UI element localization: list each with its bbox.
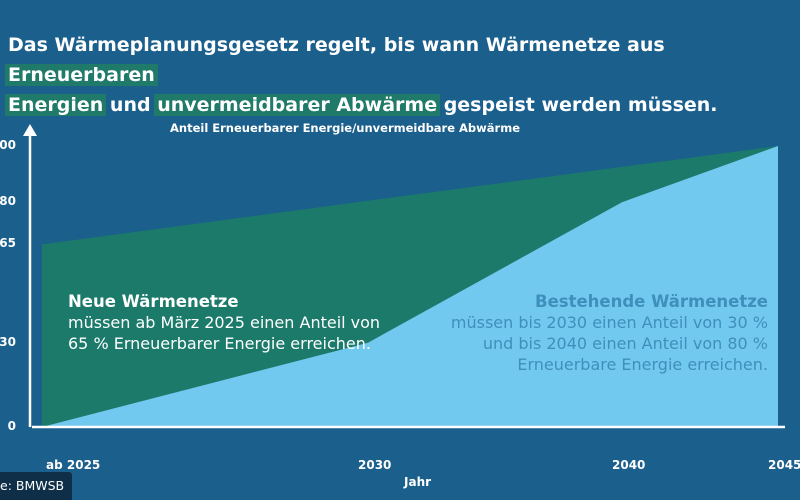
annotation-new-body: müssen ab März 2025 einen Anteil von 65 … bbox=[68, 313, 381, 353]
x-tick-label: 2030 bbox=[358, 458, 392, 472]
y-tick-label: 0 bbox=[7, 419, 16, 433]
headline-highlight-waste-heat: unvermeidbarer Abwärme bbox=[154, 94, 441, 116]
annotation-existing-networks: Bestehende Wärmenetze müssen bis 2030 ei… bbox=[430, 291, 768, 375]
headline-part-2: und bbox=[103, 94, 158, 116]
headline-part-3: gespeist werden müssen. bbox=[437, 94, 718, 116]
annotation-existing-title: Bestehende Wärmenetze bbox=[535, 292, 768, 311]
headline: Das Wärmeplanungsgesetz regelt, bis wann… bbox=[5, 30, 798, 120]
chart-title: Anteil Erneuerbarer Energie/unvermeidbar… bbox=[170, 121, 521, 135]
headline-highlight-renewables: Erneuerbaren bbox=[5, 64, 158, 86]
x-axis-title: Jahr bbox=[404, 475, 432, 489]
area-series-2 bbox=[42, 146, 778, 427]
headline-highlight-energies: Energien bbox=[5, 94, 107, 116]
y-tick-label: 00 bbox=[0, 138, 16, 152]
y-tick-label: 30 bbox=[0, 334, 16, 349]
y-axis-arrow-icon bbox=[23, 124, 37, 136]
headline-part-1: Das Wärmeplanungsgesetz regelt, bis wann… bbox=[8, 34, 665, 56]
y-tick-label: 80 bbox=[0, 194, 16, 209]
x-tick-label: 2045 bbox=[768, 458, 800, 472]
source-label: e: BMWSB bbox=[0, 472, 73, 500]
annotation-existing-body: müssen bis 2030 einen Anteil von 30 % un… bbox=[450, 313, 768, 374]
annotation-new-title: Neue Wärmenetze bbox=[68, 292, 239, 311]
x-tick-label: 2040 bbox=[612, 458, 646, 472]
chart-areas bbox=[42, 146, 778, 427]
chart-axes bbox=[23, 124, 785, 429]
y-tick-label: 65 bbox=[0, 236, 16, 251]
x-tick-label: ab 2025 bbox=[46, 458, 101, 472]
annotation-new-networks: Neue Wärmenetze müssen ab März 2025 eine… bbox=[68, 291, 398, 354]
